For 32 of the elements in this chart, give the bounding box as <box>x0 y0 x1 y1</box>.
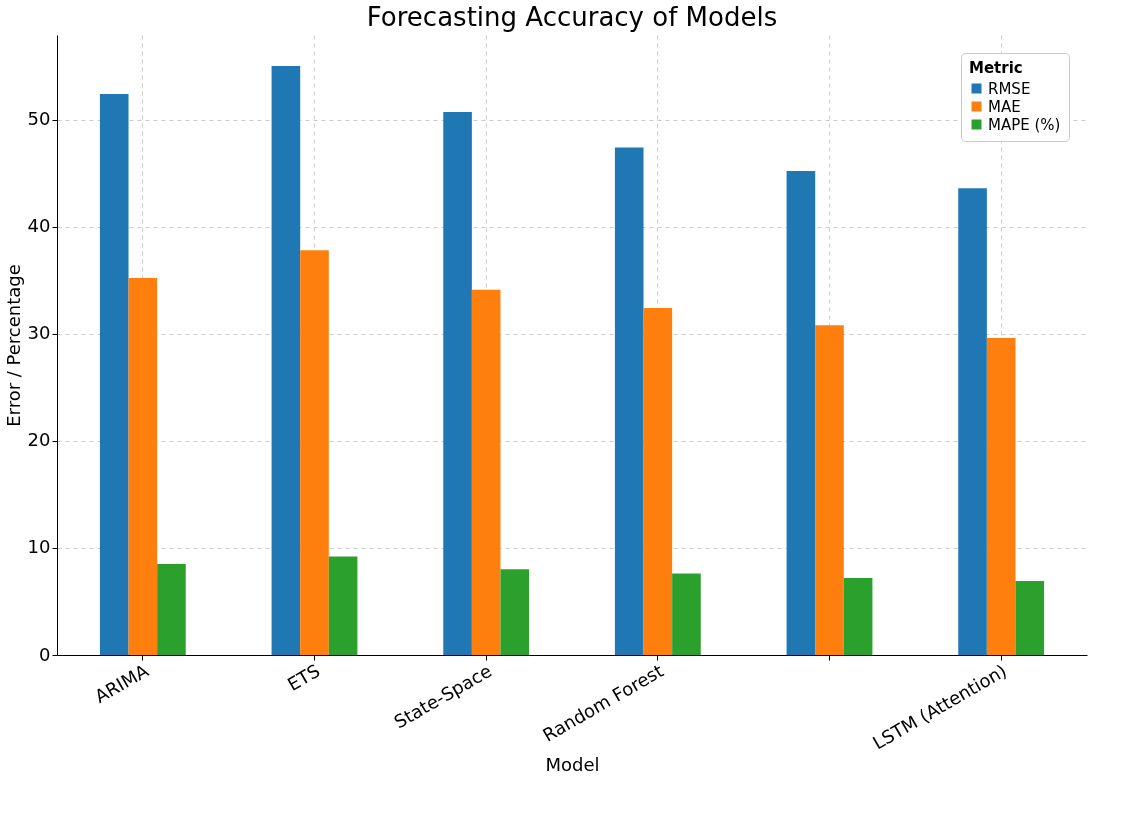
y-tick-label: 50 <box>27 108 51 130</box>
bar <box>328 556 358 655</box>
x-axis-title: Model <box>545 754 600 776</box>
bar <box>271 66 301 655</box>
y-tick-label: 0 <box>39 643 51 665</box>
bar <box>614 147 644 655</box>
bar <box>815 325 844 655</box>
legend-label: MAPE (%) <box>988 115 1061 134</box>
legend-label: MAE <box>988 97 1021 116</box>
bar <box>99 93 129 655</box>
bar <box>500 569 530 655</box>
legend-title: Metric <box>969 59 1023 77</box>
bar <box>986 338 1016 655</box>
bar <box>672 573 701 655</box>
chart-title: Forecasting Accuracy of Models <box>366 2 778 32</box>
legend-label: RMSE <box>988 79 1031 98</box>
bar <box>157 563 186 655</box>
bar <box>786 170 816 655</box>
y-tick-label: 20 <box>27 429 51 451</box>
y-tick-label: 30 <box>27 322 51 344</box>
bar <box>128 278 158 655</box>
bar <box>958 188 987 655</box>
x-tick-label: ETS <box>283 659 324 695</box>
bar <box>471 289 501 655</box>
bar <box>843 577 873 655</box>
bar <box>643 308 673 655</box>
bar <box>1015 581 1045 655</box>
y-axis-title: Error / Percentage <box>2 264 24 427</box>
y-tick-label: 10 <box>27 536 51 558</box>
bar <box>300 250 329 655</box>
y-tick-label: 40 <box>27 215 51 237</box>
bar <box>443 112 472 655</box>
